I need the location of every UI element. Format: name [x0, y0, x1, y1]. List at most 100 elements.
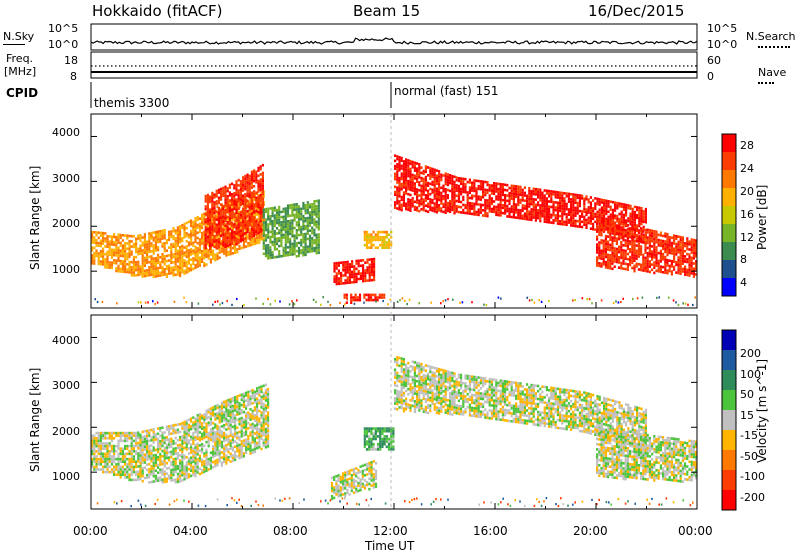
heatmap-cell — [102, 237, 105, 240]
heatmap-cell — [620, 261, 623, 265]
heatmap-cell — [282, 220, 285, 224]
heatmap-cell — [139, 443, 142, 447]
heatmap-cell — [519, 198, 522, 202]
heatmap-cell — [607, 243, 610, 246]
heatmap-cell — [418, 170, 421, 174]
heatmap-cell — [185, 432, 188, 436]
heatmap-cell — [225, 207, 228, 210]
heatmap-cell — [121, 473, 124, 476]
heatmap-cell — [168, 259, 171, 262]
heatmap-cell — [333, 262, 336, 265]
nsearch-label: N.Search — [746, 30, 796, 43]
heatmap-cell — [289, 224, 292, 228]
heatmap-cell — [626, 247, 629, 251]
heatmap-cell — [102, 252, 105, 256]
heatmap-cell — [179, 459, 182, 462]
heatmap-cell — [563, 223, 566, 226]
heatmap-cell — [237, 189, 240, 192]
heatmap-cell — [148, 232, 151, 235]
heatmap-cell — [315, 249, 318, 252]
heatmap-cell — [637, 229, 640, 232]
heatmap-cell — [370, 278, 373, 282]
heatmap-cell — [124, 255, 127, 258]
heatmap-cell — [625, 208, 628, 212]
heatmap-cell — [433, 184, 436, 187]
heatmap-cell — [435, 182, 438, 185]
heatmap-cell — [141, 241, 144, 244]
heatmap-cell — [348, 268, 351, 271]
heatmap-cell — [291, 234, 294, 238]
heatmap-cell — [462, 198, 465, 201]
heatmap-cell — [677, 256, 680, 259]
heatmap-cell — [602, 242, 605, 245]
heatmap-cell — [424, 181, 427, 184]
heatmap-cell — [561, 196, 564, 200]
heatmap-cell — [615, 300, 617, 303]
heatmap-cell — [611, 262, 614, 265]
heatmap-cell — [148, 455, 151, 458]
heatmap-cell — [517, 211, 520, 214]
heatmap-cell — [198, 243, 201, 246]
heatmap-cell — [244, 226, 247, 230]
heatmap-cell — [497, 203, 500, 206]
heatmap-cell — [317, 215, 320, 218]
heatmap-cell — [154, 267, 157, 270]
heatmap-cell — [124, 452, 127, 456]
heatmap-cell — [657, 264, 660, 268]
heatmap-cell — [181, 252, 184, 256]
heatmap-cell — [154, 256, 157, 260]
heatmap-cell — [381, 236, 384, 239]
heatmap-cell — [217, 214, 220, 218]
heatmap-cell — [475, 192, 478, 196]
heatmap-cell — [146, 453, 149, 456]
heatmap-cell — [603, 217, 606, 220]
heatmap-cell — [444, 175, 447, 178]
heatmap-cell — [495, 213, 498, 217]
heatmap-cell — [137, 444, 140, 447]
heatmap-cell — [159, 468, 162, 472]
heatmap-cell — [297, 249, 301, 252]
heatmap-cell — [255, 233, 258, 236]
heatmap-cell — [222, 230, 225, 234]
heatmap-cell — [528, 202, 531, 206]
heatmap-cell — [297, 241, 301, 245]
heatmap-cell — [300, 225, 303, 229]
heatmap-cell — [530, 215, 533, 219]
heatmap-cell — [95, 254, 98, 258]
heatmap-cell — [165, 241, 168, 245]
heatmap-cell — [206, 199, 209, 202]
heatmap-cell — [211, 241, 214, 244]
heatmap-cell — [488, 196, 491, 200]
heatmap-cell — [187, 439, 190, 442]
heatmap-cell — [679, 256, 682, 260]
heatmap-cell — [128, 239, 131, 243]
heatmap-cell — [150, 270, 153, 274]
heatmap-cell — [113, 261, 116, 265]
heatmap-cell — [237, 197, 240, 200]
heatmap-cell — [640, 266, 643, 269]
heatmap-cell — [442, 197, 445, 201]
heatmap-cell — [121, 457, 124, 461]
heatmap-cell — [235, 201, 238, 204]
heatmap-cell — [185, 239, 188, 243]
heatmap-cell — [600, 231, 603, 234]
heatmap-cell — [633, 264, 636, 268]
heatmap-cell — [677, 258, 680, 262]
heatmap-cell — [339, 301, 341, 305]
heatmap-cell — [250, 178, 253, 182]
heatmap-cell — [534, 213, 537, 217]
heatmap-cell — [282, 254, 285, 258]
heatmap-cell — [363, 301, 365, 304]
heatmap-cell — [475, 200, 478, 203]
heatmap-cell — [670, 259, 673, 263]
heatmap-cell — [211, 197, 214, 200]
heatmap-cell — [157, 233, 160, 236]
heatmap-cell — [244, 200, 247, 204]
heatmap-cell — [460, 177, 463, 180]
heatmap-cell — [629, 240, 632, 243]
heatmap-cell — [154, 246, 157, 250]
heatmap-cell — [604, 219, 607, 222]
heatmap-cell — [249, 243, 252, 247]
heatmap-cell — [635, 265, 638, 268]
heatmap-cell — [159, 455, 162, 459]
